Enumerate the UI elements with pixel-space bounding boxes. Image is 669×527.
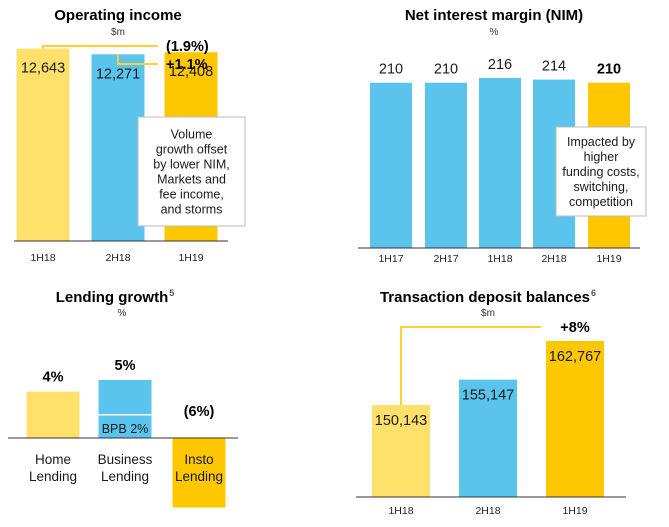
title-lending-growth: Lending growth5 (56, 288, 175, 306)
tick-label-nim: 2H17 (433, 253, 458, 265)
unit-transaction-deposits: $m (481, 308, 495, 319)
tick-label-operating-income: 2H18 (105, 252, 130, 264)
bar-transaction-deposits-1H18 (372, 405, 430, 497)
unit-lending-growth: % (118, 308, 127, 319)
value-label-transaction-deposits: 162,767 (549, 349, 601, 365)
callout-operating-income-line: Volume (171, 128, 213, 142)
callout-operating-income-box (137, 116, 246, 227)
category-label-lending-growth: Lending (101, 469, 149, 484)
bar-nim-1H17 (370, 82, 412, 248)
tick-label-transaction-deposits: 1H18 (388, 505, 413, 517)
tick-label-operating-income: 1H18 (30, 252, 55, 264)
value-label-nim: 210 (379, 62, 403, 78)
callout-nim-line: funding costs, (562, 165, 639, 179)
bar-nim-1H18 (479, 78, 521, 248)
callout-nim-box (555, 126, 647, 217)
annotation-operating-income: +1.1% (166, 57, 208, 73)
value-label-lending-growth: (6%) (184, 404, 215, 420)
bar-lending-growth-Insto-Lending (172, 438, 226, 508)
tick-label-operating-income: 1H19 (178, 252, 203, 264)
tick-label-transaction-deposits: 2H18 (475, 505, 500, 517)
value-label-nim: 210 (434, 62, 458, 78)
unit-operating-income: $m (111, 27, 125, 38)
bar-transaction-deposits-1H19 (546, 341, 604, 497)
bar-transaction-deposits-2H18 (459, 379, 517, 497)
callout-operating-income-line: growth offset (156, 143, 228, 157)
tick-label-nim: 2H18 (541, 253, 566, 265)
segment-label-bpb: BPB 2% (102, 422, 149, 436)
tick-label-transaction-deposits: 1H19 (562, 505, 587, 517)
category-label-lending-growth: Home (35, 452, 71, 467)
value-label-transaction-deposits: 155,147 (462, 388, 514, 404)
bar-operating-income-2H18 (91, 54, 145, 242)
category-label-lending-growth: Business (98, 452, 153, 467)
value-label-lending-growth: 5% (115, 358, 136, 374)
annotation-transaction-deposits: +8% (560, 320, 590, 336)
value-label-nim: 214 (542, 59, 566, 75)
value-label-transaction-deposits: 150,143 (375, 413, 427, 429)
category-label-lending-growth: Lending (175, 469, 223, 484)
value-label-operating-income: 12,271 (96, 66, 140, 82)
category-label-lending-growth: Insto (184, 452, 213, 467)
bar-operating-income-1H18 (16, 48, 70, 242)
callout-operating-income-line: and storms (161, 203, 223, 217)
value-label-operating-income: 12,408 (169, 64, 213, 80)
bar-lending-growth-Home-Lending (26, 391, 80, 438)
tick-label-nim: 1H19 (596, 253, 621, 265)
title-transaction-deposits: Transaction deposit balances6 (380, 288, 596, 306)
callout-nim-line: switching, (574, 180, 629, 194)
callout-operating-income-line: Markets and (157, 173, 226, 187)
bracket-transaction-deposits (400, 326, 541, 406)
value-label-nim: 210 (597, 62, 621, 78)
callout-nim-line: higher (584, 150, 619, 164)
unit-nim: % (490, 27, 499, 38)
value-label-lending-growth: 4% (43, 370, 64, 386)
callout-nim-line: Impacted by (567, 135, 636, 149)
bar-nim-2H17 (425, 82, 467, 248)
title-operating-income: Operating income (54, 7, 182, 24)
callout-operating-income-line: fee income, (159, 188, 224, 202)
annotation-operating-income: (1.9%) (166, 39, 209, 55)
category-label-lending-growth: Lending (29, 469, 77, 484)
tick-label-nim: 1H18 (487, 253, 512, 265)
value-label-nim: 216 (488, 57, 512, 73)
bar-lending-growth-Business-Lending (98, 380, 152, 438)
callout-operating-income-line: by lower NIM, (153, 158, 229, 172)
bracket-operating-income-1 (42, 45, 158, 49)
tick-label-nim: 1H17 (378, 253, 403, 265)
callout-nim-line: competition (569, 195, 633, 209)
title-nim: Net interest margin (NIM) (405, 7, 583, 24)
bracket-operating-income-2 (117, 54, 158, 65)
value-label-operating-income: 12,643 (21, 61, 65, 77)
